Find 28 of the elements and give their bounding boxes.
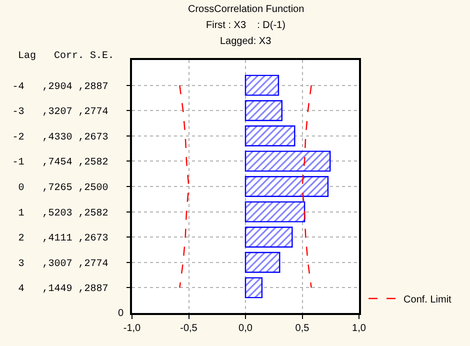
x-tick-label: -1,0 [123,322,142,334]
chart-subtitle: First : X3 : D(-1) Lagged: X3 [206,20,286,47]
y-tick-label: 1 ,5203 ,2582 [12,208,108,220]
y-tick-label: 3 ,3007 ,2774 [12,258,108,270]
bar [244,125,296,146]
x-tick-label: -0,5 [180,322,198,334]
y-tick-label: -1 ,7454 ,2582 [12,158,108,169]
chart-title: CrossCorrelation Function [188,4,304,15]
y-tick-label: 4 ,1449 ,2887 [12,284,108,296]
legend-label: Conf. Limit [404,294,452,306]
bar [244,100,282,122]
x-tick-label: 0,0 [238,322,253,334]
y-tick-label: -4 ,2904 ,2887 [12,82,108,93]
y-axis-title: Lag Corr. S.E. [18,51,114,62]
bar [244,252,280,273]
y-tick-label: 2 ,4111 ,2673 [12,234,108,245]
bar [244,150,331,172]
bar [244,74,280,96]
x-tick-label: 0,5 [295,322,310,334]
bar [244,226,293,248]
y-tick-label: -3 ,3207 ,2774 [12,107,108,118]
x-tick-label: 1,0 [352,322,366,334]
bar [244,176,329,197]
bar [244,277,263,298]
y-tick-label: 0 ,7265 ,2500 [12,183,108,194]
bar [244,201,306,222]
y-tick-label: -2 ,4330 ,2673 [12,132,108,144]
text: 0 [118,308,124,319]
